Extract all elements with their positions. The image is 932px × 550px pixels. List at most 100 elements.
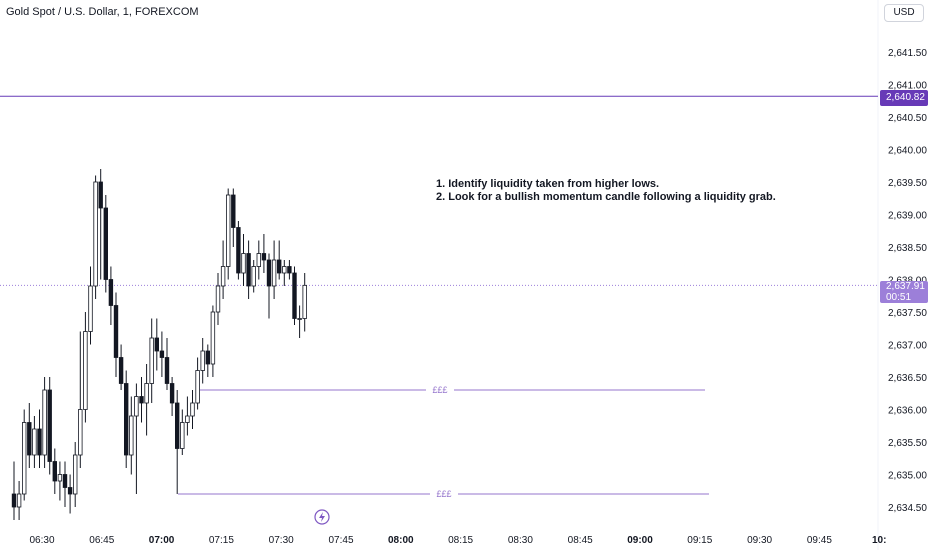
candle [246, 240, 251, 299]
candle [57, 461, 63, 501]
note-line-1: 1. Identify liquidity taken from higher … [436, 178, 660, 190]
price-tick-label: 2,639.50 [888, 178, 927, 189]
candle-body [103, 207, 108, 280]
candle-body [251, 266, 256, 287]
candle [113, 292, 119, 377]
price-tick-label: 2,635.00 [888, 471, 927, 482]
price-tick-label: 2,635.50 [888, 438, 927, 449]
candle-body [241, 253, 246, 274]
candle [261, 234, 267, 273]
candle-body [32, 428, 37, 456]
candle [287, 260, 292, 280]
candle [42, 377, 47, 468]
horizontal-line-price-tag: 2,640.82 [880, 90, 928, 106]
candle-body [205, 350, 210, 365]
candle-body [83, 331, 88, 410]
candle-body [195, 370, 200, 404]
candle-body [246, 253, 251, 287]
time-tick-label: 09:15 [687, 535, 712, 546]
liquidity-level-lower[interactable]: £££ [178, 489, 709, 499]
candle-body [271, 259, 277, 287]
candle [47, 377, 52, 475]
candle [144, 364, 149, 436]
price-tick-label: 2,637.50 [888, 308, 927, 319]
horizontal-line-price: 2,640.82 [886, 92, 925, 103]
candle-body [210, 311, 216, 365]
price-axis[interactable]: 2,641.50 2,641.00 2,640.50 2,640.00 2,639.50… [888, 48, 927, 514]
candle [93, 175, 98, 299]
candle-body [52, 461, 57, 482]
candle [169, 377, 175, 416]
candle-body [215, 285, 221, 313]
candle [21, 409, 27, 501]
time-tick-label: 06:30 [29, 535, 54, 546]
candle [215, 273, 221, 325]
candle [52, 448, 57, 494]
candle [139, 377, 144, 423]
candle-body [174, 402, 180, 449]
candle [154, 318, 159, 371]
candle [185, 396, 190, 436]
candle [98, 169, 103, 280]
candle-body [287, 266, 292, 274]
time-tick-label: 09:30 [747, 535, 772, 546]
time-axis[interactable]: 06:30 06:45 07:00 07:15 07:30 07:45 08:00 08:15… [29, 535, 886, 546]
candle [266, 253, 272, 319]
candle [73, 442, 78, 507]
candle [231, 188, 236, 247]
current-price-value: 2,637.91 [886, 281, 925, 292]
liquidity-level-upper[interactable]: £££ [200, 385, 705, 395]
price-tick-label: 2,637.00 [888, 341, 927, 352]
level-label: £££ [436, 489, 451, 499]
candle [271, 240, 277, 299]
candle [174, 390, 180, 494]
time-tick-label: 07:45 [328, 535, 353, 546]
candle [292, 266, 297, 325]
candle-body [159, 350, 165, 358]
candle-body [225, 194, 231, 267]
candle-body [11, 493, 17, 508]
candle [159, 331, 165, 377]
price-tick-label: 2,636.50 [888, 373, 927, 384]
time-tick-label: 07:00 [149, 535, 175, 546]
candle [134, 383, 139, 494]
candle-body [124, 383, 129, 456]
candle-body [78, 409, 83, 456]
candle-body [180, 422, 185, 449]
candle-body [16, 493, 22, 508]
candle-body [266, 259, 272, 287]
candle [124, 370, 129, 468]
candle-body [113, 305, 119, 358]
candle-body [292, 272, 297, 319]
candle [83, 312, 88, 423]
candle [282, 260, 287, 286]
candle-body [93, 181, 98, 287]
candle-body [67, 487, 73, 495]
price-tick-label: 2,636.00 [888, 406, 927, 417]
candle-body [118, 357, 124, 384]
candle-body [42, 389, 47, 456]
chart-note[interactable]: 1. Identify liquidity taken from higher … [436, 178, 776, 204]
candle [200, 338, 205, 384]
candle-body [144, 383, 149, 404]
candles [11, 169, 307, 520]
price-tick-label: 2,638.50 [888, 243, 927, 254]
candle-body [236, 227, 241, 274]
candle-body [149, 337, 154, 384]
candle [88, 266, 93, 345]
lightning-bolt-icon[interactable] [314, 509, 330, 525]
symbol-title[interactable]: Gold Spot / U.S. Dollar, 1, FOREXCOM [6, 6, 199, 18]
candle-body [154, 337, 159, 352]
price-tick-label: 2,640.50 [888, 113, 927, 124]
candle-body [73, 454, 78, 495]
candle [103, 195, 108, 293]
price-tick-label: 2,639.00 [888, 211, 927, 222]
currency-button[interactable]: USD [884, 4, 924, 22]
candle [195, 357, 200, 410]
candle [78, 331, 83, 468]
candle [37, 409, 42, 468]
time-tick-label: 06:45 [89, 535, 114, 546]
current-price-tag: 2,637.91 00:51 [880, 281, 928, 303]
